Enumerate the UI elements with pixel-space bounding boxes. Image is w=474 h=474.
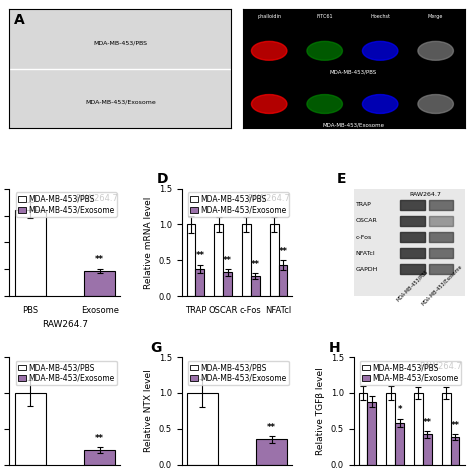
Text: RAW264.7: RAW264.7 xyxy=(75,194,118,203)
Bar xyxy=(15,210,46,296)
Bar xyxy=(423,435,432,465)
Text: OSCAR: OSCAR xyxy=(356,219,377,223)
Legend: MDA-MB-453/PBS, MDA-MB-453/Exosome: MDA-MB-453/PBS, MDA-MB-453/Exosome xyxy=(16,192,117,217)
Y-axis label: Relative NTX level: Relative NTX level xyxy=(144,369,153,452)
Text: MDA-MB-453/PBS: MDA-MB-453/PBS xyxy=(93,40,147,45)
Text: FITC61: FITC61 xyxy=(316,14,333,19)
Text: E: E xyxy=(337,172,346,186)
Legend: MDA-MB-453/PBS, MDA-MB-453/Exosome: MDA-MB-453/PBS, MDA-MB-453/Exosome xyxy=(16,361,117,385)
Legend: MDA-MB-453/PBS, MDA-MB-453/Exosome: MDA-MB-453/PBS, MDA-MB-453/Exosome xyxy=(360,361,461,385)
Text: **: ** xyxy=(451,421,459,430)
Bar xyxy=(187,225,195,296)
Text: **: ** xyxy=(223,255,232,264)
Bar xyxy=(187,393,218,465)
Legend: MDA-MB-453/PBS, MDA-MB-453/Exosome: MDA-MB-453/PBS, MDA-MB-453/Exosome xyxy=(188,192,289,217)
Text: MDA-MB-453/PBS: MDA-MB-453/PBS xyxy=(396,269,429,302)
Text: **: ** xyxy=(95,255,104,264)
Bar xyxy=(279,265,287,296)
Bar xyxy=(15,393,46,465)
Bar xyxy=(414,393,423,465)
Circle shape xyxy=(418,94,454,113)
Bar xyxy=(429,232,454,242)
Bar xyxy=(400,248,425,258)
Bar xyxy=(214,225,223,296)
Bar xyxy=(400,216,425,226)
Text: MDA-MB-453/Exosome: MDA-MB-453/Exosome xyxy=(322,123,384,128)
Bar xyxy=(242,225,251,296)
Circle shape xyxy=(418,41,454,60)
Bar xyxy=(256,439,287,465)
Y-axis label: Relative mRNA level: Relative mRNA level xyxy=(144,196,153,289)
Bar xyxy=(358,393,367,465)
Text: **: ** xyxy=(251,260,260,269)
Bar xyxy=(400,264,425,274)
Text: RAW264.7: RAW264.7 xyxy=(247,194,290,203)
Text: G: G xyxy=(150,341,162,355)
Text: Hoechst: Hoechst xyxy=(370,14,390,19)
Bar xyxy=(429,200,454,210)
Text: H: H xyxy=(329,341,341,355)
Bar xyxy=(251,276,260,296)
Bar xyxy=(367,401,376,465)
Bar xyxy=(400,232,425,242)
Text: TRAP: TRAP xyxy=(356,202,372,207)
Text: MDA-MB-453/Exosome: MDA-MB-453/Exosome xyxy=(85,99,156,104)
Bar xyxy=(84,271,116,296)
Text: NFATcl: NFATcl xyxy=(356,251,375,255)
Circle shape xyxy=(307,41,342,60)
Text: RAW264.7: RAW264.7 xyxy=(410,192,442,197)
Bar xyxy=(400,200,425,210)
Text: **: ** xyxy=(423,418,432,427)
Circle shape xyxy=(307,94,342,113)
Bar xyxy=(84,450,116,465)
Text: phalloidin: phalloidin xyxy=(257,14,281,19)
Text: c-Fos: c-Fos xyxy=(356,235,372,239)
Circle shape xyxy=(363,41,398,60)
Text: D: D xyxy=(157,172,169,186)
Circle shape xyxy=(251,41,287,60)
Text: MDA-MB-453/Exosome: MDA-MB-453/Exosome xyxy=(420,264,463,307)
X-axis label: RAW264.7: RAW264.7 xyxy=(42,320,88,329)
Circle shape xyxy=(251,94,287,113)
Text: **: ** xyxy=(267,423,276,432)
Legend: MDA-MB-453/PBS, MDA-MB-453/Exosome: MDA-MB-453/PBS, MDA-MB-453/Exosome xyxy=(188,361,289,385)
Bar xyxy=(386,393,395,465)
Bar xyxy=(451,438,459,465)
Circle shape xyxy=(363,94,398,113)
Text: GAPDH: GAPDH xyxy=(356,267,378,272)
Text: **: ** xyxy=(95,434,104,443)
Text: Merge: Merge xyxy=(428,14,443,19)
Text: RAW264.7: RAW264.7 xyxy=(419,363,462,372)
Text: *: * xyxy=(397,405,402,414)
Text: A: A xyxy=(14,13,25,27)
Bar xyxy=(195,269,204,296)
Bar xyxy=(442,393,451,465)
Bar xyxy=(429,248,454,258)
Bar xyxy=(429,264,454,274)
Bar xyxy=(270,225,279,296)
Text: **: ** xyxy=(279,247,288,256)
Bar xyxy=(429,216,454,226)
Text: B: B xyxy=(247,13,257,27)
Bar xyxy=(395,423,404,465)
Bar xyxy=(223,273,232,296)
Y-axis label: Relative TGFβ level: Relative TGFβ level xyxy=(316,367,325,455)
Text: MDA-MB-453/PBS: MDA-MB-453/PBS xyxy=(330,70,377,74)
Text: **: ** xyxy=(195,251,204,260)
